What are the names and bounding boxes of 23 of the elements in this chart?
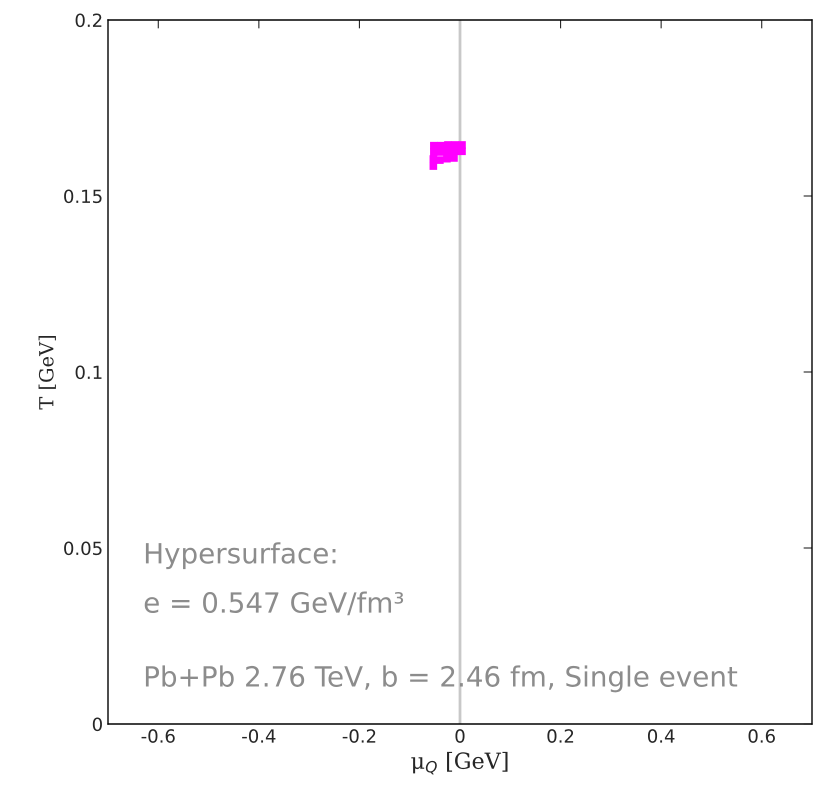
point bbox=[436, 156, 444, 164]
point bbox=[458, 147, 466, 156]
x-tick-label: -0.4 bbox=[242, 729, 276, 743]
x-tick-label: 0 bbox=[455, 729, 465, 743]
y-tick-label: 0.1 bbox=[76, 365, 102, 380]
point bbox=[437, 148, 445, 156]
point bbox=[443, 154, 451, 162]
x-axis-title: μ$_{Q}$ [GeV] bbox=[411, 752, 508, 774]
y-axis-title: T [GeV] bbox=[38, 336, 56, 410]
annotation: Pb+Pb 2.76 TeV, b = 2.46 fm, Single event bbox=[146, 665, 738, 692]
y-tick-label: 0.05 bbox=[64, 541, 102, 556]
annotation: e = 0.547 GeV/fm³ bbox=[144, 592, 404, 616]
x-tick-label: -0.6 bbox=[142, 729, 175, 743]
point bbox=[430, 162, 438, 170]
x-tick-label: 0.6 bbox=[748, 729, 775, 743]
x-tick-label: -0.2 bbox=[342, 729, 376, 743]
x-tick-label: 0.4 bbox=[648, 729, 674, 743]
y-tick-label: 0.2 bbox=[76, 13, 102, 28]
y-tick-label: 0.15 bbox=[64, 189, 102, 204]
y-tick-label: 0 bbox=[92, 717, 102, 732]
x-tick-label: 0.2 bbox=[547, 729, 574, 743]
point bbox=[450, 154, 458, 162]
annotation: Hypersurface: bbox=[146, 542, 336, 570]
